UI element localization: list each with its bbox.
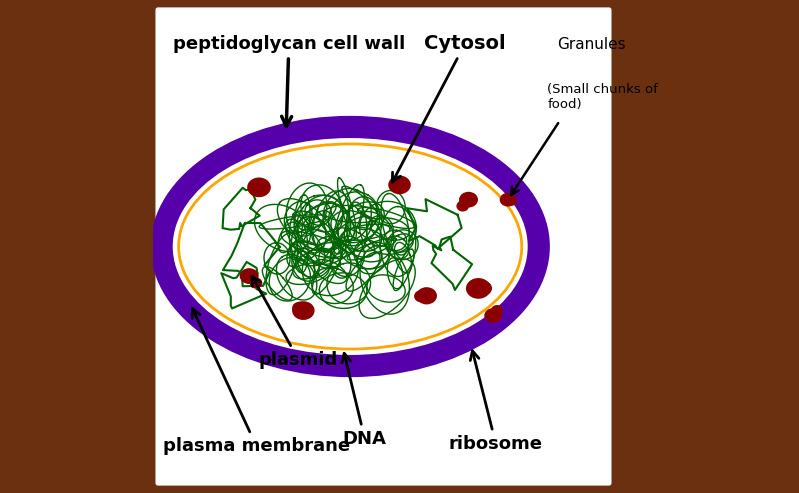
Text: plasma membrane: plasma membrane [163,309,350,455]
Text: (Small chunks of
food): (Small chunks of food) [547,83,658,111]
Ellipse shape [250,278,262,288]
Ellipse shape [392,176,407,189]
Text: DNA: DNA [342,353,387,448]
Ellipse shape [491,305,503,316]
Ellipse shape [499,193,516,207]
Text: ribosome: ribosome [449,351,543,453]
Ellipse shape [506,196,517,206]
Ellipse shape [456,201,469,211]
Ellipse shape [484,308,502,323]
Text: plasmid: plasmid [252,276,338,369]
FancyBboxPatch shape [156,7,611,486]
Ellipse shape [466,278,491,299]
Ellipse shape [459,192,478,208]
Text: Granules: Granules [557,37,626,52]
Ellipse shape [416,287,437,304]
Ellipse shape [150,116,550,377]
Text: Cytosol: Cytosol [392,35,506,182]
Ellipse shape [414,290,428,302]
Ellipse shape [388,176,411,194]
Ellipse shape [475,281,492,295]
Ellipse shape [248,182,264,196]
Text: peptidoglycan cell wall: peptidoglycan cell wall [173,35,405,126]
Ellipse shape [292,301,315,320]
Ellipse shape [173,138,527,355]
Ellipse shape [292,302,307,315]
Ellipse shape [247,177,271,197]
Ellipse shape [240,268,259,284]
